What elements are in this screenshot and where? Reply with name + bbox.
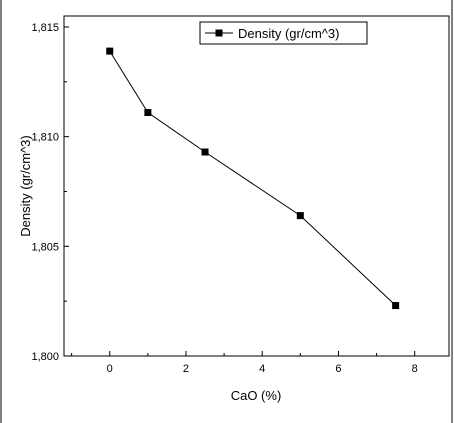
x-tick-label: 4 (259, 363, 265, 375)
legend-box (199, 21, 368, 45)
data-point (392, 302, 400, 310)
series-group (106, 47, 400, 310)
y-tick-label: 1,815 (31, 22, 59, 34)
y-tick-label: 1,805 (31, 241, 59, 253)
legend: Density (gr/cm^3) (199, 21, 368, 45)
x-axis-ticks: 0 2 4 6 8 (71, 351, 418, 375)
x-tick-label: 2 (183, 363, 189, 375)
plot-area (63, 15, 450, 357)
legend-label: Density (gr/cm^3) (238, 26, 339, 41)
x-axis-title: CaO (%) (231, 388, 282, 403)
y-axis-title: Density (gr/cm^3) (18, 135, 33, 236)
legend-marker (215, 29, 223, 37)
x-tick-label: 6 (335, 363, 341, 375)
x-tick-label: 0 (107, 363, 113, 375)
y-axis-ticks: 1,800 1,805 1,810 1,815 (31, 22, 69, 363)
data-point (296, 212, 304, 220)
y-tick-label: 1,810 (31, 132, 59, 144)
x-tick-label: 8 (412, 363, 418, 375)
data-point (144, 109, 152, 117)
y-tick-label: 1,800 (31, 351, 59, 363)
data-point (106, 47, 114, 55)
data-point (201, 148, 209, 156)
